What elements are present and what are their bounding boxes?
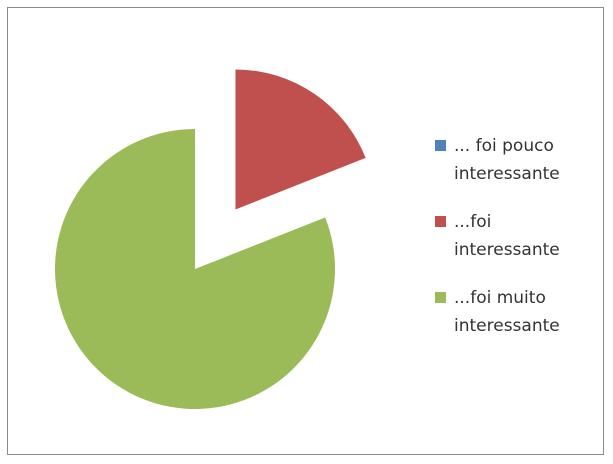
- pie-slice: [235, 69, 366, 210]
- legend-label: ...foi muito interessante: [454, 288, 560, 336]
- legend-swatch: [435, 216, 446, 227]
- legend: ... foi pouco interessante ...foi interes…: [432, 132, 582, 360]
- pie-slice: [54, 129, 336, 409]
- legend-item: ...foi muito interessante: [432, 284, 582, 340]
- legend-label: ... foi pouco interessante: [454, 136, 560, 184]
- legend-swatch: [435, 140, 446, 151]
- legend-label: ...foi interessante: [454, 212, 560, 260]
- legend-swatch: [435, 292, 446, 303]
- chart-frame: [7, 7, 604, 455]
- legend-item: ... foi pouco interessante: [432, 132, 582, 188]
- legend-item: ...foi interessante: [432, 208, 582, 264]
